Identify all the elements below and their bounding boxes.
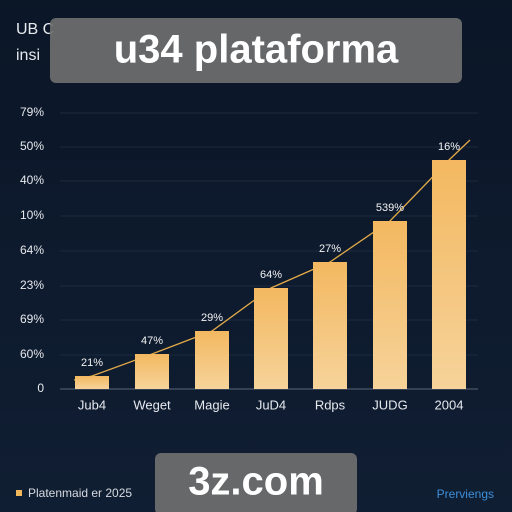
overlay-domain: 3z.com [188,460,324,504]
bar-label: 21% [81,357,103,369]
bar-label: 539% [376,202,404,214]
bar [135,354,169,389]
y-axis-label: 40% [20,173,44,187]
bar-label: 29% [201,312,223,324]
bar-label: 16% [438,141,460,153]
bar [432,160,466,389]
header-line: UB C [16,21,54,38]
category-label: Weget [133,397,171,412]
y-axis-label: 69% [20,312,44,326]
category-label: 2004 [435,397,464,412]
bars: 21% Jub4 47% Weget 29% Magie 64% JuD4 27% Rdps 539… [75,141,466,412]
y-axis-label: 0 [37,381,44,395]
y-axis-label: 64% [20,243,44,257]
y-axis-label: 79% [20,105,44,119]
category-label: JuD4 [256,397,286,412]
overlay-title: u34 plataforma [114,28,399,72]
category-label: Jub4 [78,397,106,412]
bar [254,288,288,389]
y-axis-label: 60% [20,347,44,361]
legend-swatch [16,490,22,496]
right-text: Prerviengs [437,487,494,501]
bar-label: 64% [260,269,282,281]
bar [313,262,347,389]
y-axis-label: 23% [20,278,44,292]
bar-label: 47% [141,335,163,347]
grid [60,112,478,356]
bar [373,221,407,389]
header-line: insi [16,47,40,64]
domain-overlay [155,453,357,512]
y-axis-label: 10% [20,208,44,222]
y-axis: 79% 50% 40% 10% 64% 23% 69% 60% 0 [20,105,44,395]
bar [75,376,109,389]
category-label: JUDG [372,397,407,412]
y-axis-label: 50% [20,139,44,153]
legend-text: Platenmaid er 2025 [28,486,132,500]
category-label: Rdps [315,397,346,412]
bar [195,331,229,389]
category-label: Magie [194,397,229,412]
bar-label: 27% [319,243,341,255]
title-overlay [50,18,462,83]
